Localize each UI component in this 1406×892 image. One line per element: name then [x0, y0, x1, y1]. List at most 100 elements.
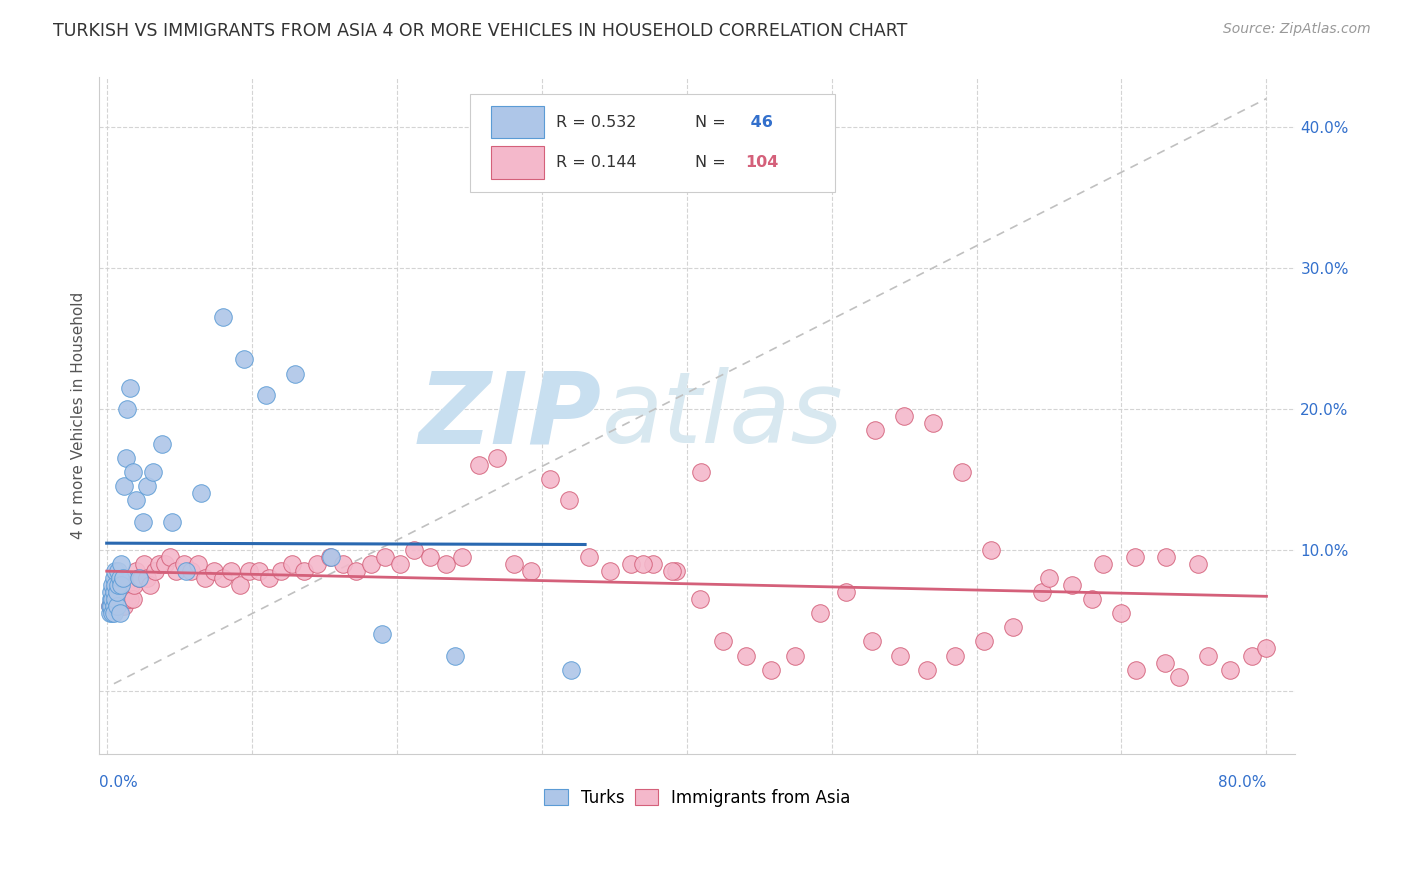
Point — [1168, 670, 1191, 684]
Point — [270, 564, 292, 578]
Point — [599, 564, 621, 578]
Point — [860, 634, 883, 648]
Point — [107, 564, 129, 578]
Point — [889, 648, 911, 663]
Point — [143, 564, 166, 578]
Point — [104, 592, 127, 607]
Point — [136, 571, 159, 585]
Point — [100, 585, 122, 599]
Point — [211, 571, 233, 585]
Point — [503, 557, 526, 571]
Point — [114, 451, 136, 466]
Bar — [491, 106, 544, 138]
Point — [160, 515, 183, 529]
Point — [485, 451, 508, 466]
Point — [101, 592, 124, 607]
Point — [257, 571, 280, 585]
Point — [100, 599, 122, 614]
Point — [131, 571, 153, 585]
Text: 80.0%: 80.0% — [1218, 775, 1267, 790]
Point — [1038, 571, 1060, 585]
Text: atlas: atlas — [602, 368, 844, 465]
Point — [558, 493, 581, 508]
Point — [112, 479, 135, 493]
Point — [360, 557, 382, 571]
Point — [950, 465, 973, 479]
Point — [128, 571, 150, 585]
Legend: Turks, Immigrants from Asia: Turks, Immigrants from Asia — [537, 782, 858, 814]
Point — [115, 401, 138, 416]
Point — [689, 592, 711, 607]
Point — [1111, 606, 1133, 620]
Point — [142, 465, 165, 479]
Point — [128, 571, 150, 585]
Point — [153, 557, 176, 571]
Point — [371, 627, 394, 641]
Point — [631, 557, 654, 571]
Point — [785, 648, 807, 663]
Point — [105, 585, 128, 599]
Point — [103, 599, 125, 614]
Point — [111, 571, 134, 585]
Point — [238, 564, 260, 578]
Point — [120, 578, 142, 592]
Text: 46: 46 — [745, 114, 773, 129]
Point — [100, 592, 122, 607]
Point — [292, 564, 315, 578]
Point — [180, 564, 202, 578]
Point — [332, 557, 354, 571]
Point — [388, 557, 411, 571]
Point — [419, 549, 441, 564]
Point — [221, 564, 243, 578]
Point — [176, 564, 198, 578]
Point — [863, 423, 886, 437]
Point — [111, 592, 134, 607]
Point — [110, 599, 132, 614]
Point — [100, 599, 122, 614]
Point — [922, 416, 945, 430]
Point — [139, 578, 162, 592]
Point — [319, 549, 342, 564]
Point — [110, 557, 132, 571]
Point — [110, 578, 132, 592]
Point — [284, 367, 307, 381]
Text: TURKISH VS IMMIGRANTS FROM ASIA 4 OR MORE VEHICLES IN HOUSEHOLD CORRELATION CHAR: TURKISH VS IMMIGRANTS FROM ASIA 4 OR MOR… — [53, 22, 908, 40]
Point — [620, 557, 643, 571]
Point — [973, 634, 995, 648]
Text: Source: ZipAtlas.com: Source: ZipAtlas.com — [1223, 22, 1371, 37]
Point — [665, 564, 688, 578]
Point — [735, 648, 758, 663]
Point — [148, 557, 170, 571]
Point — [560, 663, 582, 677]
Y-axis label: 4 or more Vehicles in Household: 4 or more Vehicles in Household — [72, 293, 86, 540]
Point — [159, 549, 181, 564]
Text: N =: N = — [695, 155, 725, 170]
Point — [835, 585, 858, 599]
Point — [1219, 663, 1241, 677]
Point — [711, 634, 734, 648]
Point — [1062, 578, 1084, 592]
Point — [104, 564, 127, 578]
Point — [103, 571, 125, 585]
Point — [104, 592, 127, 607]
Point — [134, 557, 156, 571]
Point — [122, 578, 145, 592]
Point — [281, 557, 304, 571]
Point — [893, 409, 915, 423]
Point — [1154, 656, 1177, 670]
Point — [1081, 592, 1104, 607]
Point — [187, 557, 209, 571]
Point — [107, 592, 129, 607]
Point — [1125, 663, 1147, 677]
Point — [103, 585, 125, 599]
Point — [115, 592, 138, 607]
Point — [1123, 549, 1146, 564]
Point — [233, 352, 256, 367]
Point — [321, 549, 343, 564]
Point — [1001, 620, 1024, 634]
Point — [1198, 648, 1220, 663]
Point — [1156, 549, 1178, 564]
Point — [103, 599, 125, 614]
Point — [101, 592, 124, 607]
Point — [103, 585, 125, 599]
